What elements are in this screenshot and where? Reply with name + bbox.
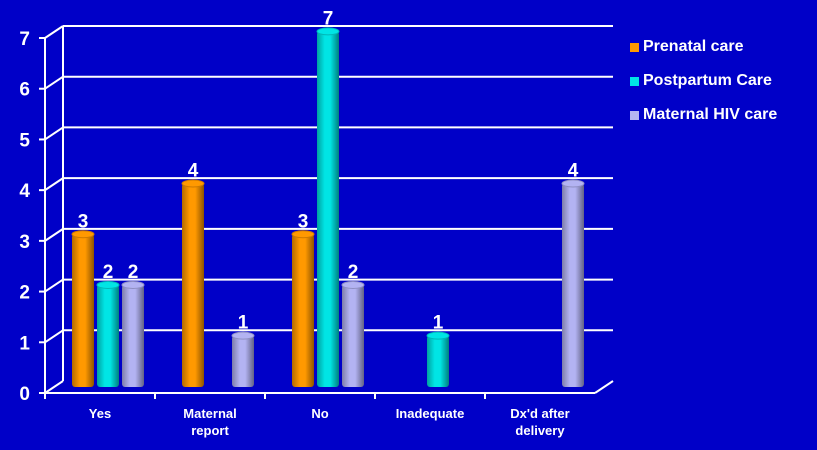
bar-top-maternal-hiv-care-yes bbox=[121, 280, 145, 289]
y-tick-label-4: 4 bbox=[19, 181, 30, 202]
bar-postpartum-care-yes bbox=[97, 284, 119, 387]
bar-top-prenatal-care-no bbox=[291, 230, 315, 239]
bar-top-maternal-hiv-care-no bbox=[341, 280, 365, 289]
y-tick-label-1: 1 bbox=[19, 333, 30, 354]
y-tick-label-7: 7 bbox=[19, 29, 30, 50]
y-tick-label-3: 3 bbox=[19, 232, 30, 253]
y-tick-label-0: 0 bbox=[19, 384, 30, 405]
data-label-maternal-hiv-care-no: 2 bbox=[348, 262, 359, 283]
data-label-postpartum-care-yes: 2 bbox=[103, 262, 114, 283]
bar-top-prenatal-care-yes bbox=[71, 230, 95, 239]
legend-item-postpartum: Postpartum Care bbox=[630, 64, 777, 98]
legend-label-maternal-hiv: Maternal HIV care bbox=[643, 106, 778, 123]
side-grid-6 bbox=[44, 75, 64, 90]
bar-maternal-hiv-care-dx-d-after-delivery bbox=[562, 183, 584, 387]
floor-right-edge bbox=[594, 380, 614, 394]
bar-top-postpartum-care-inadequate bbox=[426, 331, 450, 340]
bar-top-prenatal-care-maternal-report bbox=[181, 179, 205, 188]
legend-label-prenatal: Prenatal care bbox=[643, 38, 744, 55]
legend-swatch-postpartum bbox=[630, 76, 639, 86]
data-label-maternal-hiv-care-yes: 2 bbox=[128, 262, 139, 283]
side-grid-1 bbox=[44, 329, 64, 344]
side-grid-7 bbox=[44, 25, 64, 39]
data-label-maternal-hiv-care-maternal-report: 1 bbox=[238, 313, 249, 334]
data-label-prenatal-care-yes: 3 bbox=[78, 211, 89, 232]
bar-top-maternal-hiv-care-dx-d-after-delivery bbox=[561, 179, 585, 188]
side-grid-0 bbox=[44, 380, 64, 394]
legend-swatch-maternal-hiv bbox=[630, 110, 639, 120]
x-tick-label-no: No bbox=[311, 406, 328, 421]
x-tick-label-dx-d-after-delivery: Dx'd after delivery bbox=[510, 406, 569, 438]
legend-item-prenatal: Prenatal care bbox=[630, 30, 777, 64]
y-tick-label-6: 6 bbox=[19, 80, 30, 101]
bar-postpartum-care-no bbox=[317, 31, 339, 388]
bar-prenatal-care-maternal-report bbox=[182, 183, 204, 387]
side-grid-2 bbox=[44, 278, 64, 293]
bar-top-postpartum-care-yes bbox=[96, 280, 120, 289]
legend-label-postpartum: Postpartum Care bbox=[643, 72, 772, 89]
x-tick-label-maternal-report: Maternal report bbox=[183, 406, 236, 438]
data-label-maternal-hiv-care-dx-d-after-delivery: 4 bbox=[568, 161, 579, 182]
y-tick-label-2: 2 bbox=[19, 283, 30, 304]
data-label-postpartum-care-no: 7 bbox=[323, 8, 334, 29]
bar-postpartum-care-inadequate bbox=[427, 335, 449, 387]
x-tick-label-yes: Yes bbox=[89, 406, 111, 421]
data-label-prenatal-care-no: 3 bbox=[298, 211, 309, 232]
bar-maternal-hiv-care-no bbox=[342, 284, 364, 387]
side-grid-5 bbox=[44, 126, 64, 141]
bar-maternal-hiv-care-yes bbox=[122, 284, 144, 387]
legend: Prenatal care Postpartum Care Maternal H… bbox=[630, 30, 777, 132]
bar-prenatal-care-no bbox=[292, 234, 314, 387]
data-label-prenatal-care-maternal-report: 4 bbox=[188, 161, 199, 182]
legend-item-maternal-hiv: Maternal HIV care bbox=[630, 98, 777, 132]
side-grid-4 bbox=[44, 177, 64, 191]
data-label-postpartum-care-inadequate: 1 bbox=[433, 313, 444, 334]
bar-maternal-hiv-care-maternal-report bbox=[232, 335, 254, 387]
bar-top-postpartum-care-no bbox=[316, 27, 340, 36]
legend-swatch-prenatal bbox=[630, 42, 639, 52]
bar-prenatal-care-yes bbox=[72, 234, 94, 387]
bar-top-maternal-hiv-care-maternal-report bbox=[231, 331, 255, 340]
y-tick-label-5: 5 bbox=[19, 130, 30, 151]
x-tick-label-inadequate: Inadequate bbox=[396, 406, 465, 421]
side-grid-3 bbox=[44, 228, 64, 242]
